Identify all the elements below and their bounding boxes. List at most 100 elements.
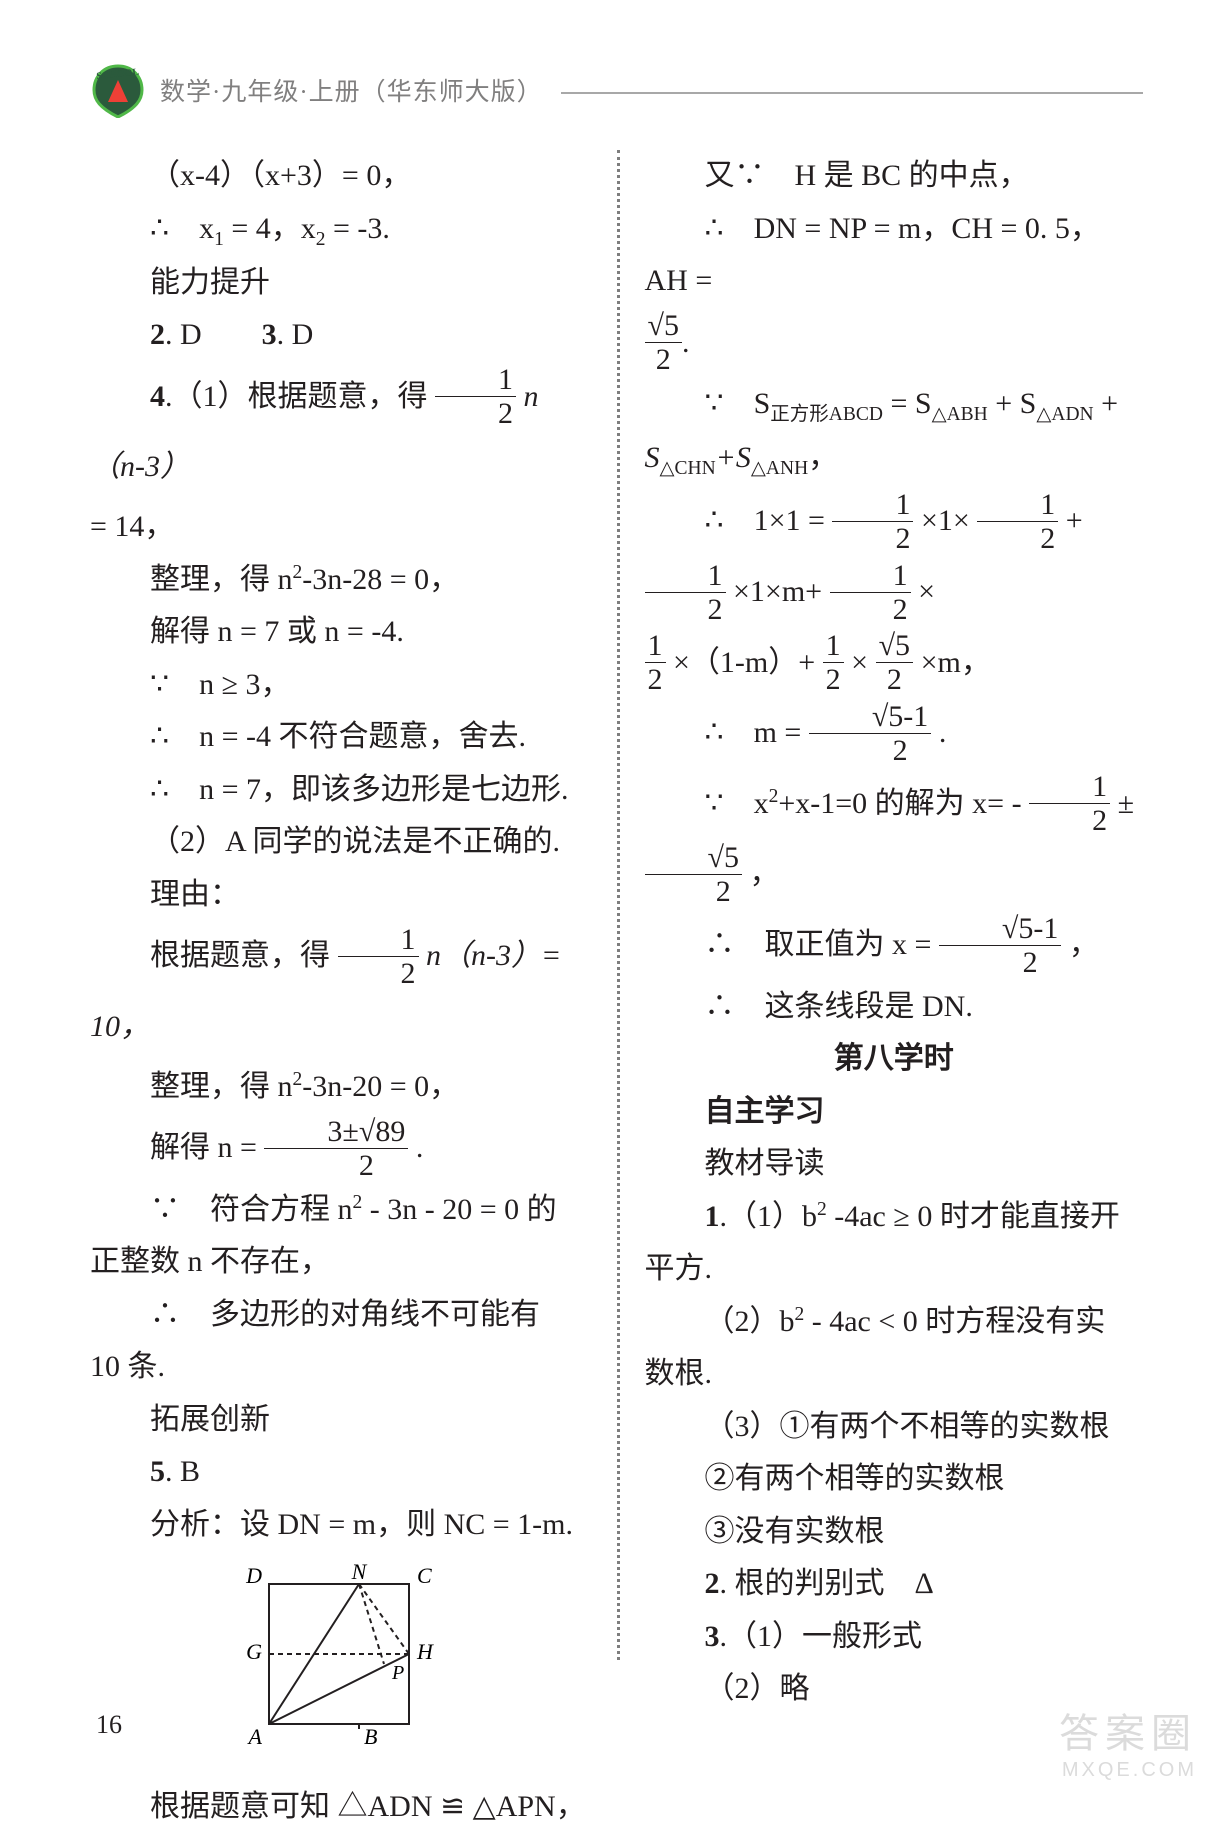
superscript: 2 — [817, 1199, 827, 1220]
denominator: 2 — [876, 663, 913, 696]
text: . B — [165, 1455, 200, 1488]
subscript: △ANH — [751, 458, 808, 479]
text: 整理，得 n — [150, 563, 293, 596]
text-line: ②有两个相等的实数根 — [645, 1453, 1144, 1506]
section-heading: 能力提升 — [90, 257, 589, 310]
section-heading: 拓展创新 — [90, 1394, 589, 1447]
superscript: 2 — [353, 1192, 363, 1213]
text-line: ∴ 取正值为 x = √5-12 ， — [645, 910, 1144, 981]
text-line: 2. D 3. D — [90, 309, 589, 362]
numerator: 1 — [832, 488, 913, 522]
text-line: （3）①有两个不相等的实数根 — [645, 1401, 1144, 1454]
text: +S — [716, 441, 751, 474]
denominator: 2 — [645, 343, 682, 376]
subscript: 2 — [316, 229, 326, 250]
denominator: 2 — [830, 593, 911, 626]
fraction: √52 — [876, 629, 913, 696]
text-line: 理由： — [90, 869, 589, 922]
left-column: （x-4）（x+3）= 0， ∴ x1 = 4，x2 = -3. 能力提升 2.… — [90, 150, 617, 1660]
text-line: （x-4）（x+3）= 0， — [90, 150, 589, 203]
fraction: 12 — [1029, 770, 1110, 837]
fraction: 12 — [645, 629, 666, 696]
svg-text:C: C — [417, 1563, 432, 1588]
text-line: ∴ m = √5-12 . — [645, 698, 1144, 769]
text: . — [416, 1131, 424, 1164]
numerator: √5 — [876, 629, 913, 663]
fraction: 12 — [832, 488, 913, 555]
superscript: 2 — [795, 1304, 805, 1325]
denominator: 2 — [977, 522, 1058, 555]
text: ， — [808, 441, 838, 474]
section-heading: 教材导读 — [645, 1138, 1144, 1191]
text-line: S△CHN+S△ANH， — [645, 432, 1144, 486]
text: ×m， — [921, 646, 991, 679]
numerator: √5-1 — [939, 912, 1061, 946]
numerator: √5 — [645, 841, 742, 875]
text-line: 解得 n = 3±√892 . — [90, 1113, 589, 1184]
text: × — [851, 646, 868, 679]
text: - 4ac < 0 时方程没有实 — [804, 1305, 1105, 1338]
numerator: √5 — [645, 309, 682, 343]
fraction: √52 — [645, 309, 682, 376]
text: -3n-20 = 0， — [302, 1070, 459, 1103]
svg-text:H: H — [416, 1639, 434, 1664]
text-line: （2）A 同学的说法是不正确的. — [90, 816, 589, 869]
text: -3n-28 = 0， — [302, 563, 459, 596]
section-heading: 自主学习 — [645, 1086, 1144, 1139]
text: + — [1094, 387, 1118, 420]
text-line: 分析：设 DN = m，则 NC = 1-m. — [90, 1499, 589, 1552]
text-line: ∵ S正方形ABCD = S△ABH + S△ADN + — [645, 378, 1144, 432]
text: 根据题意，得 — [150, 939, 330, 972]
text-line: ∴ 1×1 = 12 ×1× 12 + 12 ×1×m+ 12 × — [645, 486, 1144, 627]
fraction: √5-12 — [809, 700, 931, 767]
text-line: ∴ 这条线段是 DN. — [645, 981, 1144, 1034]
denominator: 2 — [264, 1149, 408, 1182]
text: ∴ 1×1 = — [705, 504, 833, 537]
text: .（1）一般形式 — [720, 1620, 923, 1653]
watermark-line1: 答案圈 — [1059, 1701, 1197, 1759]
text-line: 根据题意，得 12 n（n-3）= 10， — [90, 921, 589, 1061]
watermark-line2: MXQE.COM — [1059, 1759, 1197, 1782]
denominator: 2 — [939, 946, 1061, 979]
denominator: 2 — [645, 663, 666, 696]
header-title: 数学·九年级·上册（华东师大版） — [160, 72, 543, 108]
text-line: 整理，得 n2-3n-28 = 0， — [90, 554, 589, 607]
numerator: 1 — [823, 629, 844, 663]
subscript: △ADN — [1036, 404, 1093, 425]
text-line: ③没有实数根 — [645, 1506, 1144, 1559]
text: .（1）b — [720, 1200, 818, 1233]
text: ∵ S — [705, 387, 771, 420]
denominator: 2 — [338, 957, 419, 990]
svg-text:G: G — [246, 1639, 262, 1664]
text-line: ∴ n = 7，即该多边形是七边形. — [90, 764, 589, 817]
text: （2）b — [705, 1305, 795, 1338]
item-number: 4 — [150, 380, 165, 413]
text: ∵ 符合方程 n — [150, 1193, 353, 1226]
superscript: 2 — [769, 786, 779, 807]
watermark: 答案圈 MXQE.COM — [1059, 1701, 1197, 1782]
text-line: 5. B — [90, 1446, 589, 1499]
text: .（1）根据题意，得 — [165, 380, 428, 413]
text: . — [682, 326, 690, 359]
text-line: 平方. — [645, 1243, 1144, 1296]
denominator: 2 — [435, 397, 516, 430]
denominator: 2 — [809, 734, 931, 767]
fraction: 12 — [823, 629, 844, 696]
text: + — [1066, 504, 1083, 537]
text-line: ∴ 多边形的对角线不可能有 — [90, 1289, 589, 1342]
fraction: 12 — [977, 488, 1058, 555]
subscript: 正方形ABCD — [770, 404, 883, 425]
text: × — [918, 575, 935, 608]
text-line: ∴ DN = NP = m，CH = 0. 5，AH = — [645, 203, 1144, 308]
text-line: 根据题意可知 △ADN ≌ △APN， — [90, 1781, 589, 1833]
text: ∴ x — [150, 212, 214, 245]
text: S — [645, 441, 660, 474]
text: ×1× — [921, 504, 970, 537]
page: SCHOOL 数学·九年级·上册（华东师大版） （x-4）（x+3）= 0， ∴… — [0, 0, 1213, 1792]
text: ， — [749, 857, 779, 890]
item-number: 2 — [150, 318, 165, 351]
text-line: √52. — [645, 308, 1144, 379]
denominator: 2 — [645, 593, 726, 626]
content-columns: （x-4）（x+3）= 0， ∴ x1 = 4，x2 = -3. 能力提升 2.… — [90, 150, 1143, 1660]
column-divider — [617, 150, 620, 1660]
